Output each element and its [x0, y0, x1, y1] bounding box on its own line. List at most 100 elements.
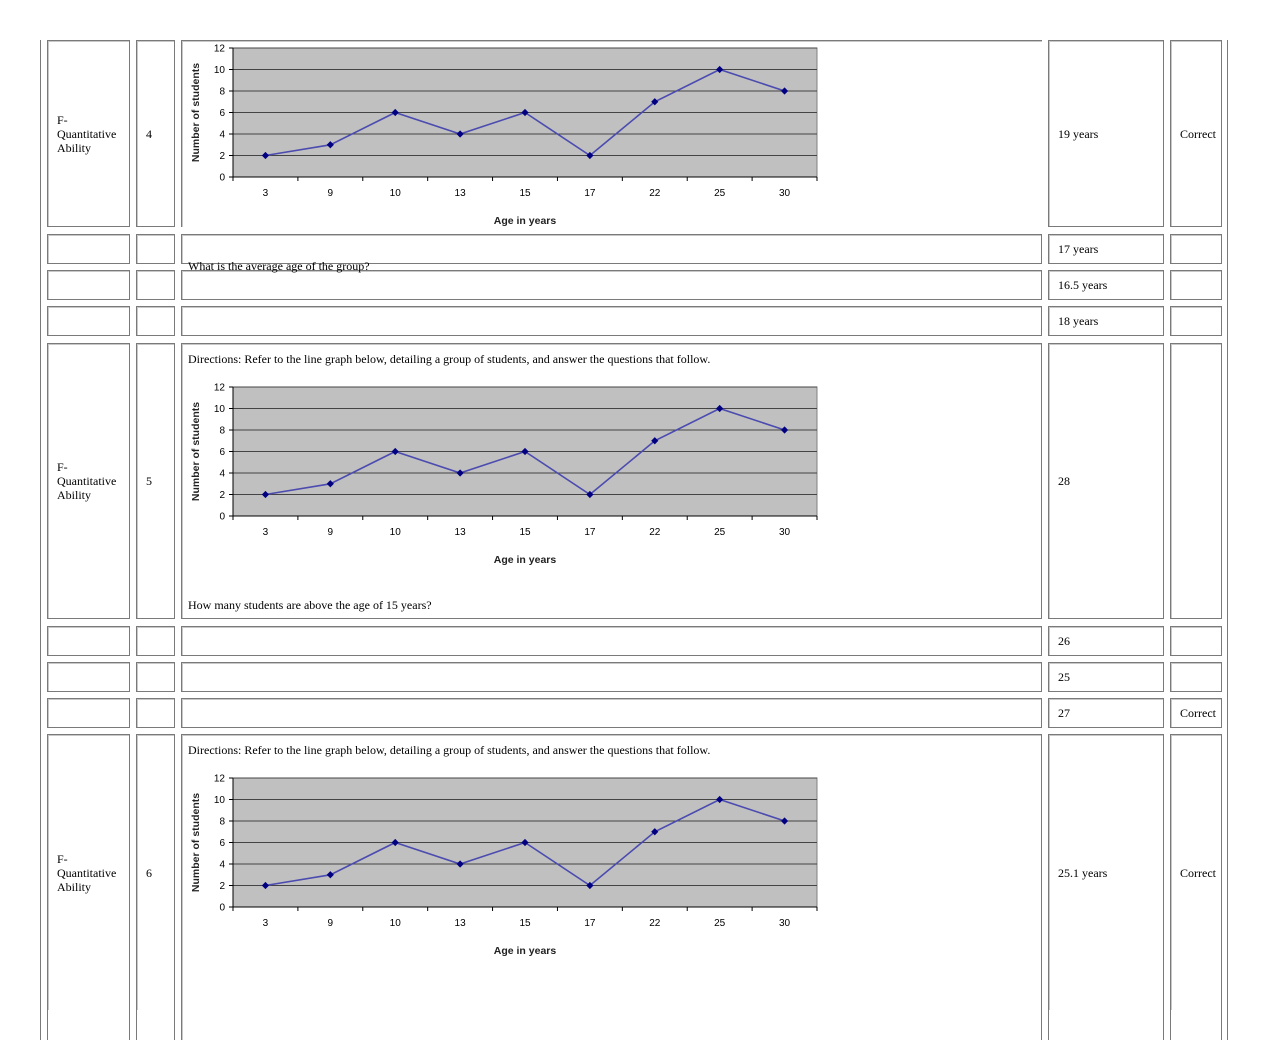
q5-option-4-text: 27 — [1058, 706, 1070, 720]
y-tick-label: 6 — [219, 108, 225, 119]
x-tick-label: 22 — [649, 188, 661, 199]
q4-option-2-text: 17 years — [1058, 242, 1099, 256]
q4-opt4-section-cell — [47, 306, 130, 336]
y-tick-label: 4 — [219, 469, 225, 480]
x-tick-label: 10 — [390, 188, 402, 199]
x-tick-label: 30 — [779, 188, 791, 199]
x-axis-title: Age in years — [494, 215, 557, 227]
q6-option-1-text: 25.1 years — [1058, 865, 1108, 880]
x-tick-label: 15 — [519, 188, 531, 199]
q5-option-3-status-cell — [1170, 662, 1222, 692]
q5-question-text: How many students are above the age of 1… — [188, 598, 432, 612]
q5-section-cell: F- Quantitative Ability — [47, 343, 130, 619]
data-point — [391, 838, 399, 847]
x-tick-label: 25 — [714, 188, 726, 199]
q4-option-2-cell: 17 years — [1048, 234, 1164, 264]
q5-option-4-cell: 27 — [1048, 698, 1164, 728]
q4-section-label: F- Quantitative Ability — [57, 112, 117, 155]
q5-opt3-section-cell — [47, 662, 130, 692]
q5-option-2-text: 26 — [1058, 634, 1070, 648]
x-tick-label: 17 — [584, 918, 596, 929]
data-point — [586, 881, 594, 890]
data-point — [326, 871, 334, 879]
x-tick-label: 17 — [584, 188, 596, 199]
y-tick-label: 6 — [219, 838, 225, 849]
x-tick-label: 15 — [519, 527, 531, 538]
q4-opt4-number-cell — [136, 306, 175, 336]
x-tick-label: 3 — [263, 918, 269, 929]
x-axis-title: Age in years — [494, 554, 557, 566]
x-tick-label: 9 — [328, 527, 334, 538]
data-point — [651, 98, 659, 106]
q4-option-3-status-cell — [1170, 270, 1222, 300]
q6-line-chart: 0 2 4 6 8 10 12 3 9 10 13 15 17 22 25 30 Age in years Num… — [185, 770, 821, 960]
q4-question-text: What is the average age of the group? — [188, 259, 370, 273]
x-tick-label: 9 — [328, 918, 334, 929]
x-tick-label: 22 — [649, 918, 661, 929]
q5-question-number: 5 — [146, 474, 152, 488]
q6-directions-text: Directions: Refer to the line graph belo… — [188, 743, 711, 757]
y-tick-label: 2 — [219, 151, 225, 162]
y-tick-label: 6 — [219, 447, 225, 458]
q4-option-4-cell: 18 years — [1048, 306, 1164, 336]
line-chart-svg: 0 2 4 6 8 10 12 3 9 10 13 15 17 22 25 30 Age in years Num… — [190, 383, 818, 566]
x-tick-label: 3 — [263, 188, 269, 199]
data-point — [521, 447, 529, 456]
x-tick-label: 13 — [455, 188, 467, 199]
q6-section-label: F- Quantitative Ability — [57, 851, 117, 894]
q4-opt2-number-cell — [136, 234, 175, 264]
y-axis-title: Number of students — [190, 793, 202, 892]
q5-opt2-section-cell — [47, 626, 130, 656]
q5-option-2-status-cell — [1170, 626, 1222, 656]
x-tick-label: 3 — [263, 527, 269, 538]
q5-opt2-number-cell — [136, 626, 175, 656]
data-point — [521, 838, 529, 847]
q6-col-edge — [136, 1010, 137, 1040]
data-point — [716, 404, 724, 413]
q4-opt3-question-cell — [181, 270, 1042, 300]
q6-col-edge — [129, 1010, 130, 1040]
y-axis-title: Number of students — [190, 402, 202, 501]
q4-option-1-status-cell: Correct — [1170, 40, 1222, 227]
q4-number-cell: 4 — [136, 40, 175, 227]
x-tick-label: 9 — [328, 188, 334, 199]
q5-option-1-cell: 28 — [1048, 343, 1164, 619]
q4-question-number: 4 — [146, 126, 152, 141]
q6-col-edge — [1163, 1010, 1164, 1040]
line-chart-svg: 0 2 4 6 8 10 12 3 9 10 13 15 17 22 25 30 Age in years Num… — [190, 44, 818, 227]
q4-opt2-section-cell — [47, 234, 130, 264]
data-point — [651, 437, 659, 445]
q4-line-chart: 0 2 4 6 8 10 12 3 9 10 13 15 17 22 25 30 Age in years Num… — [185, 40, 821, 230]
y-tick-label: 8 — [219, 817, 225, 828]
data-point — [586, 490, 594, 499]
q4-opt3-section-cell — [47, 270, 130, 300]
y-tick-label: 2 — [219, 490, 225, 501]
q6-col-edge — [1221, 1010, 1222, 1040]
y-axis-title: Number of students — [190, 63, 202, 162]
x-tick-label: 13 — [455, 918, 467, 929]
q5-option-1-text: 28 — [1058, 474, 1070, 488]
q4-option-4-text: 18 years — [1058, 314, 1099, 328]
y-tick-label: 8 — [219, 426, 225, 437]
data-point — [261, 490, 270, 499]
table-right-edge — [1227, 40, 1228, 1040]
q4-opt2-question-cell — [181, 234, 1042, 264]
x-tick-label: 30 — [779, 918, 791, 929]
q5-line-chart: 0 2 4 6 8 10 12 3 9 10 13 15 17 22 25 30 Age in years Num… — [185, 379, 821, 569]
table-left-edge — [40, 40, 41, 1040]
data-point — [716, 795, 724, 804]
q6-section-cell: F- Quantitative Ability — [47, 734, 130, 1010]
q4-option-3-text: 16.5 years — [1058, 278, 1108, 292]
q5-opt4-section-cell — [47, 698, 130, 728]
x-tick-label: 10 — [390, 527, 402, 538]
q4-option-4-status-cell — [1170, 306, 1222, 336]
q6-option-1-cell: 25.1 years — [1048, 734, 1164, 1010]
y-tick-label: 0 — [219, 173, 225, 184]
q4-option-1-text: 19 years — [1058, 126, 1099, 141]
data-point — [780, 426, 789, 434]
data-point — [780, 817, 789, 825]
q6-question-number: 6 — [146, 865, 152, 880]
y-tick-label: 2 — [219, 881, 225, 892]
x-tick-label: 17 — [584, 527, 596, 538]
x-tick-label: 30 — [779, 527, 791, 538]
